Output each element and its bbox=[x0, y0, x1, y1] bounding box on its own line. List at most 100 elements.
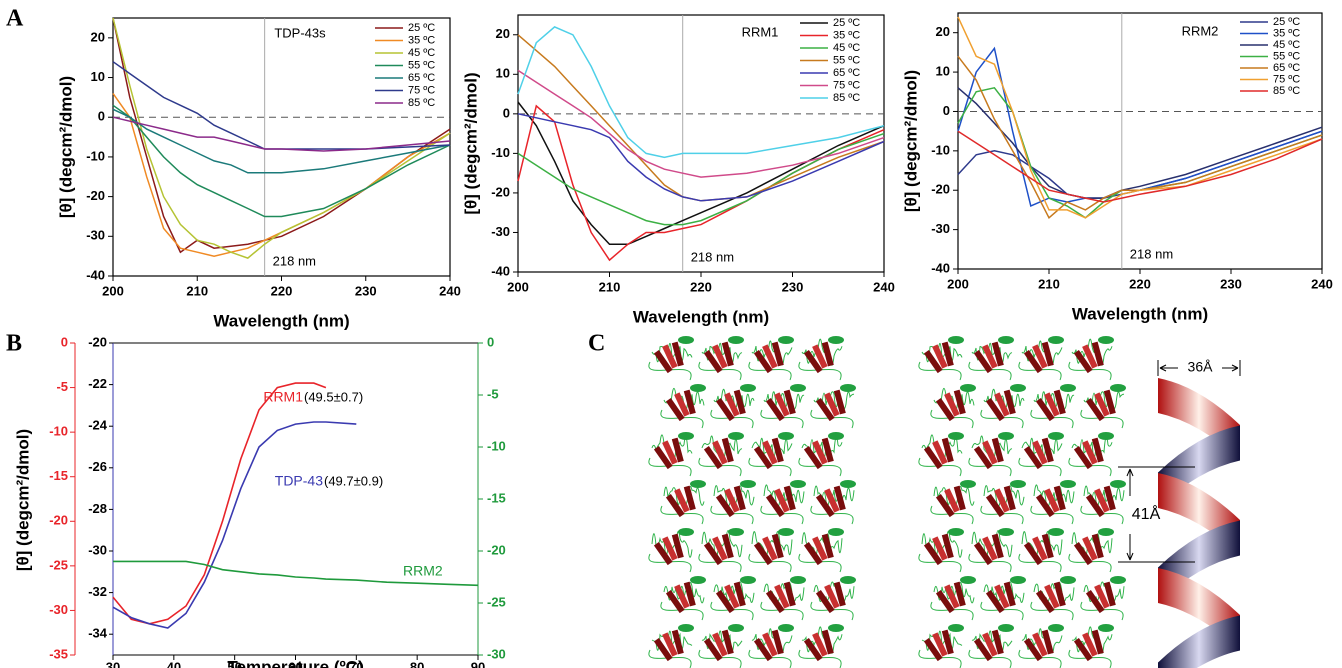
legend-label: 65 ºC bbox=[408, 72, 435, 84]
data-line bbox=[112, 421, 357, 629]
data-line bbox=[957, 16, 1323, 219]
y-tick-label: -20 bbox=[86, 188, 105, 203]
strand bbox=[653, 350, 673, 374]
coil bbox=[1033, 484, 1075, 508]
helix bbox=[828, 528, 844, 536]
panel-label: A bbox=[6, 6, 24, 32]
helix bbox=[1048, 336, 1064, 344]
strand bbox=[774, 584, 790, 609]
strand bbox=[833, 389, 846, 415]
strand bbox=[815, 398, 835, 422]
data-line bbox=[112, 382, 327, 625]
strand bbox=[703, 638, 723, 662]
legend-label: 85 ºC bbox=[408, 97, 435, 109]
plot-frame bbox=[957, 12, 1323, 270]
helix bbox=[828, 432, 844, 440]
strand bbox=[1003, 389, 1016, 415]
y2-tick-label: -15 bbox=[487, 490, 506, 505]
legend-label: 25 ºC bbox=[1273, 16, 1300, 28]
legend-label: 35 ºC bbox=[833, 29, 860, 41]
structure-illustration bbox=[648, 336, 1241, 668]
legend-label: 55 ºC bbox=[408, 59, 435, 71]
helix bbox=[1048, 624, 1064, 632]
helix bbox=[1060, 384, 1076, 392]
panel-label: B bbox=[6, 331, 22, 357]
helix bbox=[960, 576, 976, 584]
strand bbox=[724, 488, 740, 513]
legend-label: 35 ºC bbox=[408, 34, 435, 46]
helix bbox=[1010, 480, 1026, 488]
strand bbox=[833, 581, 846, 607]
y-tick-label: -20 bbox=[931, 182, 950, 197]
strand bbox=[803, 542, 823, 566]
strand bbox=[1041, 437, 1054, 463]
strand bbox=[665, 494, 685, 518]
y-tick-label: -10 bbox=[491, 145, 510, 160]
coil bbox=[813, 581, 855, 603]
strand bbox=[771, 437, 784, 463]
strand bbox=[653, 638, 673, 662]
helix bbox=[740, 480, 756, 488]
strand bbox=[715, 494, 735, 518]
data-line bbox=[112, 104, 451, 218]
strand bbox=[944, 488, 960, 513]
annotation: 218 nm bbox=[1130, 246, 1173, 261]
helix bbox=[1110, 480, 1126, 488]
strand bbox=[1044, 392, 1060, 417]
y3-tick-label: -22 bbox=[88, 376, 107, 391]
x-tick-label: 30 bbox=[106, 659, 120, 668]
y2-tick-label: -25 bbox=[487, 594, 506, 609]
strand bbox=[815, 494, 835, 518]
strand bbox=[932, 632, 948, 657]
strand bbox=[1003, 581, 1016, 607]
strand bbox=[1053, 581, 1066, 607]
strand bbox=[985, 590, 1005, 614]
y-tick-label: 0 bbox=[943, 103, 950, 118]
strand bbox=[824, 488, 840, 513]
strand bbox=[662, 440, 678, 465]
strand bbox=[1094, 488, 1110, 513]
x-tick-label: 230 bbox=[355, 283, 377, 298]
strand bbox=[1023, 542, 1043, 566]
helix bbox=[1060, 576, 1076, 584]
series-label: RRM1 bbox=[263, 389, 303, 405]
y-tick-label: 0 bbox=[503, 105, 510, 120]
y-tick-label: -20 bbox=[491, 184, 510, 199]
strand bbox=[1103, 485, 1116, 511]
helix bbox=[678, 624, 694, 632]
strand bbox=[923, 350, 943, 374]
data-line bbox=[112, 17, 451, 259]
y-tick-label: -40 bbox=[491, 263, 510, 278]
coil bbox=[1071, 338, 1113, 366]
strand bbox=[982, 344, 998, 369]
x-tick-label: 230 bbox=[1220, 276, 1242, 291]
coil bbox=[1083, 581, 1125, 603]
strand bbox=[653, 542, 673, 566]
data-line bbox=[112, 108, 451, 174]
strand bbox=[1073, 350, 1093, 374]
helix bbox=[840, 480, 856, 488]
y-axis-title: [θ] (degcm²/dmol) bbox=[13, 429, 32, 571]
strand bbox=[994, 584, 1010, 609]
strand bbox=[712, 536, 728, 561]
strand bbox=[812, 440, 828, 465]
helix bbox=[740, 384, 756, 392]
strand bbox=[703, 542, 723, 566]
strand bbox=[653, 446, 673, 470]
chart-title: TDP-43s bbox=[274, 25, 326, 40]
strand bbox=[833, 485, 846, 511]
strand bbox=[703, 446, 723, 470]
strand bbox=[1103, 581, 1116, 607]
strand bbox=[662, 632, 678, 657]
strand bbox=[733, 389, 746, 415]
legend-label: 65 ºC bbox=[833, 67, 860, 79]
strand bbox=[973, 542, 993, 566]
x-axis-title: Wavelength (nm) bbox=[633, 307, 769, 326]
strand bbox=[1035, 398, 1055, 422]
data-line bbox=[113, 560, 479, 587]
y-tick-label: 0 bbox=[98, 109, 105, 124]
strand bbox=[1032, 440, 1048, 465]
strand bbox=[941, 437, 954, 463]
y-axis-title: [θ] (degcm²/dmol) bbox=[56, 76, 75, 218]
